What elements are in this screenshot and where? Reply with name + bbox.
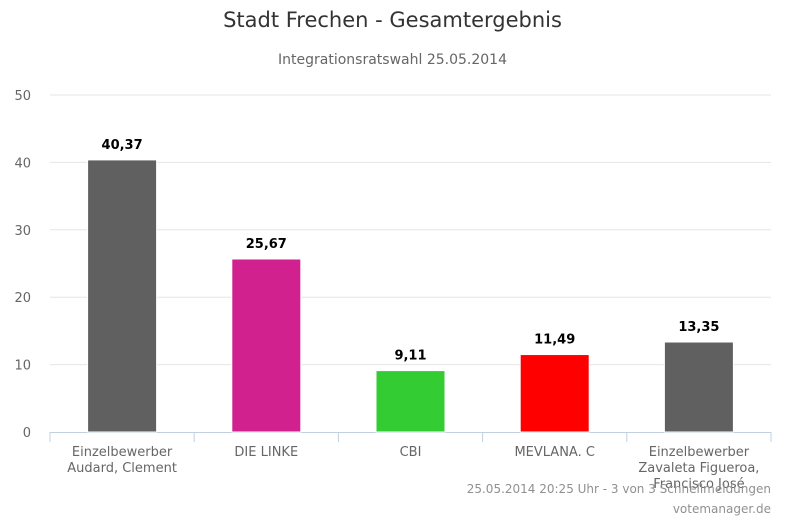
x-tick-label: Einzelbewerber Audard, Clement xyxy=(67,445,177,476)
x-tick-label-line: Francisco José xyxy=(653,477,744,492)
y-tick-label: 20 xyxy=(14,291,31,306)
chart-title: Stadt Frechen - Gesamtergebnis xyxy=(223,8,562,32)
y-tick-label: 30 xyxy=(14,224,31,239)
bar xyxy=(375,370,446,433)
x-tick-label-line: DIE LINKE xyxy=(234,445,298,460)
y-tick-label: 0 xyxy=(23,426,31,441)
x-tick-label-line: Einzelbewerber xyxy=(72,445,173,460)
bar xyxy=(663,341,734,433)
bar xyxy=(87,159,158,433)
x-tick-label-line: Einzelbewerber xyxy=(649,445,750,460)
x-tick-label: MEVLANA. C xyxy=(514,445,595,460)
x-tick-label: Einzelbewerber Zavaleta Figueroa, Francisc… xyxy=(638,445,759,492)
data-label: 11,49 xyxy=(534,333,575,348)
data-label: 40,37 xyxy=(102,138,143,153)
bar xyxy=(231,258,302,433)
y-tick-label: 40 xyxy=(14,156,31,171)
data-label: 9,11 xyxy=(394,349,426,364)
bar xyxy=(519,354,590,433)
x-tick-label-line: Audard, Clement xyxy=(67,461,177,476)
x-tick-label-line: MEVLANA. C xyxy=(514,445,595,460)
chart-subtitle: Integrationsratswahl 25.05.2014 xyxy=(278,52,507,68)
credits-source: votemanager.de xyxy=(672,502,771,516)
data-label: 13,35 xyxy=(678,320,719,335)
x-tick-label: DIE LINKE xyxy=(234,445,298,460)
x-tick-label-line: Zavaleta Figueroa, xyxy=(638,461,759,476)
data-label: 25,67 xyxy=(246,237,287,252)
y-tick-label: 50 xyxy=(14,89,31,104)
x-tick-label-line: CBI xyxy=(400,445,422,460)
credits-status: 25.05.2014 20:25 Uhr - 3 von 3 Schnellme… xyxy=(466,482,771,496)
y-tick-label: 10 xyxy=(14,359,31,374)
x-tick-label: CBI xyxy=(400,445,422,460)
